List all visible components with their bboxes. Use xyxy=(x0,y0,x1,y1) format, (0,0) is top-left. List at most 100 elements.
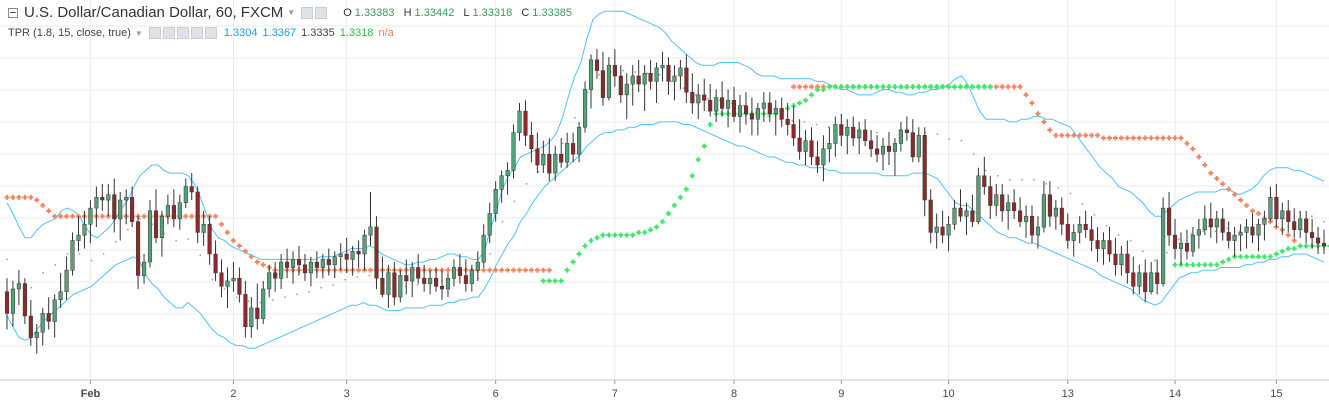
lower-band-line xyxy=(6,121,1325,349)
candle-body xyxy=(952,207,957,225)
candle-body xyxy=(243,294,248,328)
short-stop-mark xyxy=(248,254,254,260)
candle-body xyxy=(797,137,802,152)
candle-body xyxy=(416,267,421,279)
indicator-value-3: 1.3335 xyxy=(301,27,335,39)
long-stop-mark xyxy=(564,267,570,273)
candle-body xyxy=(100,197,105,201)
short-stop-mark xyxy=(1196,154,1202,160)
candle-body xyxy=(940,226,945,236)
candle-body xyxy=(1107,240,1112,255)
eye-icon[interactable] xyxy=(301,6,314,19)
short-stop-mark xyxy=(46,208,52,214)
long-stop-mark xyxy=(826,84,832,90)
short-stop-mark xyxy=(1184,140,1190,146)
long-stop-mark xyxy=(803,97,809,103)
long-stop-mark xyxy=(1285,246,1291,252)
short-stop-mark xyxy=(1083,132,1089,138)
candle-body xyxy=(487,213,492,236)
long-stop-mark xyxy=(981,84,987,90)
settings-icon[interactable] xyxy=(162,27,175,39)
long-stop-mark xyxy=(1261,254,1267,260)
candle-body xyxy=(267,272,272,290)
candle-body xyxy=(839,124,844,136)
candle-body xyxy=(970,210,975,222)
candle-body xyxy=(58,291,63,301)
midline-dot xyxy=(706,98,709,100)
short-stop-mark xyxy=(546,267,552,273)
candle-body xyxy=(857,129,862,139)
candle-body xyxy=(726,100,731,109)
candle-body xyxy=(404,275,409,282)
candle-body xyxy=(189,186,194,193)
short-stop-mark xyxy=(534,267,540,273)
long-stop-mark xyxy=(648,227,654,233)
chevron-down-icon[interactable]: ▼ xyxy=(287,8,296,17)
midline-dot xyxy=(1154,259,1156,262)
collapse-icon[interactable] xyxy=(8,7,18,18)
eye-icon[interactable] xyxy=(148,27,161,39)
chart-header: U.S. Dollar/Canadian Dollar, 60, FXCM ▼ … xyxy=(8,4,572,21)
candle-body xyxy=(1220,218,1225,233)
midline-dot xyxy=(1081,203,1084,206)
source-code-icon[interactable] xyxy=(176,27,189,39)
midline-dot xyxy=(936,133,939,135)
candle-body xyxy=(767,102,772,115)
candle-body xyxy=(10,288,16,314)
settings-icon[interactable] xyxy=(315,6,328,19)
candle-body xyxy=(821,148,826,166)
more-icon[interactable] xyxy=(190,27,203,39)
close-icon[interactable] xyxy=(204,27,217,39)
candle-body xyxy=(666,64,671,82)
chevron-down-icon[interactable]: ▼ xyxy=(134,28,143,38)
candle-body xyxy=(183,186,188,204)
midline-dot xyxy=(187,238,190,241)
long-stop-mark xyxy=(624,232,630,238)
candle-body xyxy=(94,197,99,209)
candle-body xyxy=(1101,240,1106,249)
candle-body xyxy=(428,277,433,284)
candle-body xyxy=(1208,218,1213,228)
short-stop-mark xyxy=(1053,132,1059,138)
candle-body xyxy=(1250,226,1255,236)
long-stop-mark xyxy=(1214,262,1220,268)
short-stop-mark xyxy=(1124,135,1130,141)
midline-dot xyxy=(235,296,238,298)
candle-body xyxy=(82,224,87,236)
midline-dot xyxy=(296,293,298,296)
midline-dot xyxy=(42,271,45,274)
midline-dot xyxy=(972,153,975,156)
long-stop-mark xyxy=(844,84,850,90)
candle-body xyxy=(469,269,474,284)
open-label: O xyxy=(343,6,352,19)
candle-body xyxy=(4,291,10,314)
short-stop-mark xyxy=(1112,135,1118,141)
high-value: 1.33442 xyxy=(414,6,455,19)
long-stop-mark xyxy=(838,84,844,90)
short-stop-mark xyxy=(1118,135,1124,141)
long-stop-mark xyxy=(946,84,952,90)
short-stop-mark xyxy=(1101,135,1107,141)
midline-dot xyxy=(344,278,347,281)
candle-body xyxy=(225,280,230,287)
midline-dot xyxy=(211,278,214,281)
short-stop-mark xyxy=(1154,135,1160,141)
short-stop-mark xyxy=(16,194,22,200)
short-stop-mark xyxy=(22,194,28,200)
candle-body xyxy=(237,277,242,295)
midline-dot xyxy=(1009,178,1011,181)
short-stop-mark xyxy=(1291,237,1297,243)
short-stop-mark xyxy=(1047,127,1053,133)
midline-dot xyxy=(1190,232,1192,235)
symbol-title[interactable]: U.S. Dollar/Canadian Dollar, 60, FXCM xyxy=(24,4,284,21)
candle-body xyxy=(22,283,27,317)
candle-body xyxy=(159,215,164,239)
candle-body xyxy=(886,145,892,152)
candle-body xyxy=(1006,202,1011,212)
midline-dot xyxy=(537,170,540,173)
indicator-label[interactable]: TPR (1.8, 15, close, true) xyxy=(8,27,131,39)
midline-dot xyxy=(1178,238,1180,241)
candle-body xyxy=(916,135,921,158)
midline-dot xyxy=(694,94,697,96)
